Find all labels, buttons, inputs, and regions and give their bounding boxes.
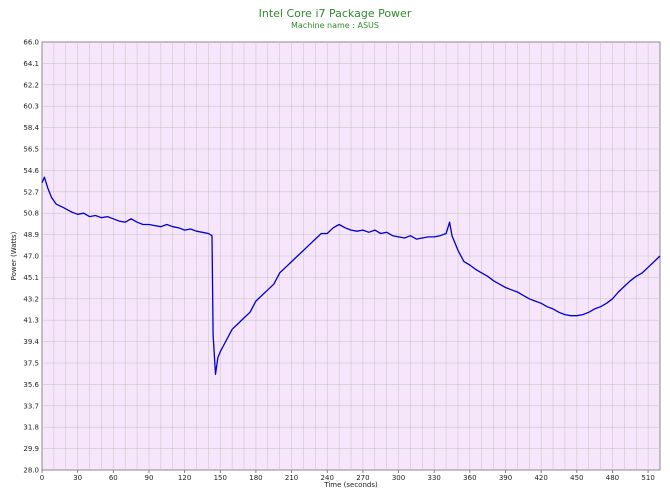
x-tick-label: 510 (641, 474, 654, 482)
y-tick-label: 33.7 (23, 402, 39, 410)
y-tick-label: 39.4 (23, 338, 39, 346)
x-tick-label: 450 (570, 474, 583, 482)
y-tick-label: 35.6 (23, 381, 39, 389)
x-tick-label: 330 (428, 474, 441, 482)
y-tick-label: 58.4 (23, 124, 39, 132)
x-tick-label: 360 (463, 474, 476, 482)
chart-title: Intel Core i7 Package Power (259, 7, 412, 20)
x-tick-label: 0 (40, 474, 44, 482)
x-tick-label: 210 (285, 474, 298, 482)
x-tick-label: 120 (178, 474, 191, 482)
x-tick-label: 240 (321, 474, 334, 482)
x-tick-label: 90 (145, 474, 154, 482)
y-tick-label: 62.2 (23, 81, 39, 89)
y-tick-label: 60.3 (23, 103, 39, 111)
x-tick-label: 420 (534, 474, 547, 482)
power-series-line (41, 176, 661, 375)
y-tick-label: 66.0 (23, 39, 39, 47)
y-tick-label: 47.0 (23, 253, 39, 261)
y-tick-label: 50.8 (23, 210, 39, 218)
chart-subtitle: Machine name : ASUS (291, 21, 379, 30)
y-tick-label: 45.1 (23, 274, 39, 282)
y-tick-label: 43.2 (23, 295, 39, 303)
x-tick-label: 300 (392, 474, 405, 482)
y-tick-label: 31.8 (23, 424, 39, 432)
x-tick-label: 180 (249, 474, 262, 482)
x-tick-label: 30 (73, 474, 82, 482)
y-axis-label: Power (Watts) (10, 231, 18, 280)
y-tick-label: 37.5 (23, 360, 39, 368)
x-tick-label: 60 (109, 474, 118, 482)
y-tick-label: 52.7 (23, 188, 39, 196)
y-axis-ticks: 28.0 29.9 31.8 33.7 35.6 37.5 39.4 41.3 43.2 45.1… (23, 39, 39, 475)
y-tick-label: 28.0 (23, 467, 39, 475)
x-axis-ticks: 0 30 60 90 120 150 180 210 240 270 300 330 360 390 420… (40, 470, 655, 482)
y-tick-label: 48.9 (23, 231, 39, 239)
y-tick-label: 29.9 (23, 445, 39, 453)
y-tick-label: 41.3 (23, 317, 39, 325)
y-tick-label: 64.1 (23, 60, 39, 68)
x-tick-label: 480 (606, 474, 619, 482)
x-tick-label: 150 (214, 474, 227, 482)
x-tick-label: 390 (499, 474, 512, 482)
grid-lines (42, 42, 660, 470)
x-tick-label: 270 (356, 474, 369, 482)
x-axis-label: Time (seconds) (323, 481, 378, 489)
y-tick-label: 54.6 (23, 167, 39, 175)
y-tick-label: 56.5 (23, 146, 39, 154)
